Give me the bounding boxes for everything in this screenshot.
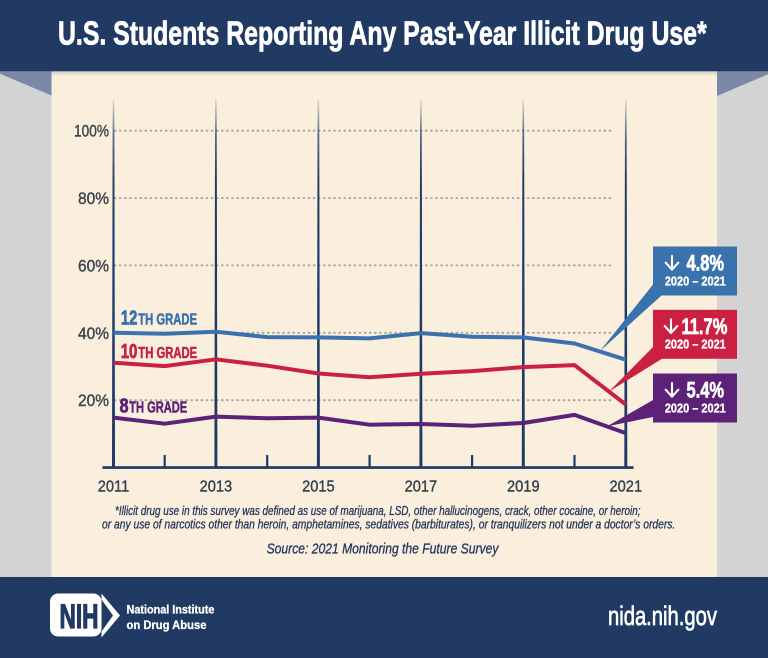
svg-text:100%: 100%	[74, 122, 109, 141]
svg-text:10: 10	[121, 340, 138, 363]
svg-text:National Institute: National Institute	[127, 604, 215, 617]
svg-text:Source: 2021 Monitoring the Fu: Source: 2021 Monitoring the Future Surve…	[267, 540, 500, 556]
svg-text:2021: 2021	[610, 478, 643, 496]
svg-text:4.8%: 4.8%	[687, 251, 725, 276]
svg-text:U.S. Students Reporting Any Pa: U.S. Students Reporting Any Past-Year Il…	[58, 16, 707, 52]
svg-text:NIH: NIH	[60, 599, 99, 637]
svg-text:8: 8	[120, 395, 129, 417]
svg-text:80%: 80%	[78, 190, 109, 209]
svg-text:5.4%: 5.4%	[687, 378, 725, 403]
svg-text:12: 12	[121, 306, 138, 329]
svg-text:2013: 2013	[200, 478, 233, 496]
svg-text:nida.nih.gov: nida.nih.gov	[608, 601, 717, 632]
svg-text:2011: 2011	[98, 478, 129, 496]
svg-text:2020 – 2021: 2020 – 2021	[665, 274, 726, 289]
svg-text:20%: 20%	[78, 392, 109, 411]
svg-text:40%: 40%	[78, 324, 109, 343]
svg-text:11.7%: 11.7%	[682, 315, 728, 340]
svg-text:2015: 2015	[302, 478, 335, 496]
svg-text:TH GRADE: TH GRADE	[138, 309, 197, 327]
svg-text:2019: 2019	[507, 478, 540, 496]
svg-text:60%: 60%	[78, 257, 109, 276]
svg-text:2020 – 2021: 2020 – 2021	[665, 337, 726, 352]
svg-text:TH GRADE: TH GRADE	[129, 398, 187, 415]
svg-text:*Illicit drug use in this surv: *Illicit drug use in this survey was def…	[115, 505, 640, 519]
svg-text:TH GRADE: TH GRADE	[138, 343, 197, 361]
svg-text:on Drug Abuse: on Drug Abuse	[127, 619, 207, 632]
svg-text:or any use of narcotics other: or any use of narcotics other than heroi…	[102, 517, 675, 531]
svg-text:2020 – 2021: 2020 – 2021	[665, 401, 726, 416]
svg-text:2017: 2017	[405, 478, 438, 496]
